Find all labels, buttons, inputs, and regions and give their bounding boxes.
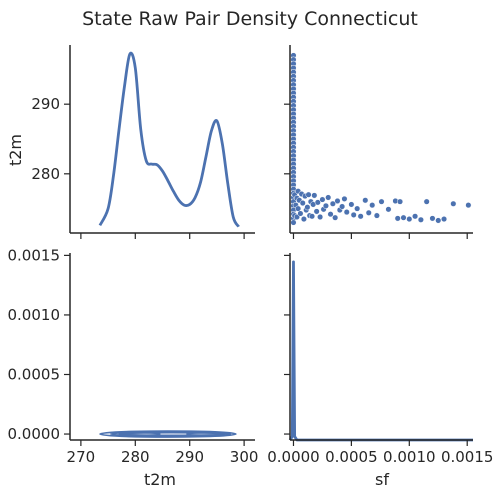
x-tick-label-t2m: 290 — [175, 448, 204, 466]
y-tick-label-sf: 0.0005 — [8, 365, 61, 383]
x-tick-label-sf: 0.0005 — [325, 448, 378, 466]
y-tick-label-sf: 0.0015 — [8, 246, 61, 264]
scatter-point — [308, 213, 316, 220]
scatter-point — [300, 216, 307, 223]
x-tick-label-t2m: 300 — [230, 448, 259, 466]
y-tick-label-t2m: 280 — [31, 165, 60, 183]
scatter-point — [357, 213, 364, 220]
scatter-point — [290, 219, 297, 226]
scatter-point — [327, 211, 334, 218]
y-tick-label-t2m: 290 — [31, 95, 60, 113]
scatter-point — [417, 216, 424, 223]
y-tick-label-sf: 0.0000 — [8, 425, 61, 443]
scatter-point — [385, 206, 392, 213]
scatter-point — [297, 210, 304, 217]
kde-line-t2m — [98, 51, 240, 228]
scatter-point — [450, 200, 457, 207]
scatter-point — [319, 196, 326, 203]
x-tick-label-t2m: 280 — [121, 448, 150, 466]
kde-line-sf — [288, 260, 473, 442]
scatter-point — [305, 191, 312, 198]
scatter-point — [354, 205, 361, 212]
scatter-point — [373, 212, 380, 219]
kde-contour — [186, 432, 224, 437]
scatter-point — [295, 205, 302, 212]
scatter-point — [314, 199, 321, 206]
x-tick-label-sf: 0.0015 — [441, 448, 494, 466]
x-axis-label-t2m: t2m — [144, 470, 176, 489]
scatter-point — [429, 215, 436, 222]
scatter-point — [369, 202, 376, 209]
y-tick-label-sf: 0.0010 — [8, 306, 61, 324]
scatter-point — [435, 217, 442, 224]
scatter-point — [396, 198, 404, 205]
scatter-point — [348, 201, 355, 208]
kde-contour — [99, 430, 237, 438]
scatter-point — [378, 198, 385, 205]
scatter-point — [322, 202, 329, 209]
scatter-point — [341, 195, 348, 202]
scatter-point — [304, 204, 311, 211]
y-axis-label-t2m: t2m — [6, 134, 25, 166]
scatter-point — [406, 216, 413, 223]
scatter-point — [362, 197, 369, 204]
scatter-point — [365, 209, 372, 216]
panel-t2m-t2m: 280 290 — [31, 45, 255, 239]
scatter-point — [317, 213, 324, 221]
x-axis-label-sf: sf — [375, 470, 389, 489]
scatter-point — [332, 214, 339, 221]
chart-title: State Raw Pair Density Connecticut — [82, 8, 418, 30]
scatter-point — [299, 200, 306, 207]
x-tick-label-sf: 0.0010 — [383, 448, 436, 466]
scatter-point — [400, 214, 407, 221]
kde-contour — [118, 431, 226, 437]
panel-sf-sf: 0.0000 0.0005 0.0010 0.0015 — [267, 253, 493, 466]
scatter-point — [311, 192, 318, 199]
scatter-point — [313, 208, 320, 215]
scatter-point — [334, 197, 341, 205]
scatter-point — [440, 216, 448, 223]
scatter-point — [329, 200, 336, 207]
scatter-point — [394, 215, 401, 222]
scatter-point — [423, 198, 430, 205]
scatter-point — [325, 194, 332, 201]
x-tick-label-t2m: 270 — [67, 448, 96, 466]
scatter-point — [350, 211, 357, 218]
panel-t2m-sf: 0.0000 0.0005 0.0010 0.0015 270 280 290 300 — [8, 246, 259, 466]
scatter-point — [465, 202, 472, 209]
scatter-point — [339, 203, 346, 210]
x-tick-label-sf: 0.0000 — [267, 448, 320, 466]
scatter-point — [343, 209, 350, 216]
panel-sf-t2m — [284, 45, 473, 239]
scatter-point — [412, 213, 419, 220]
kde-contour — [126, 432, 161, 437]
